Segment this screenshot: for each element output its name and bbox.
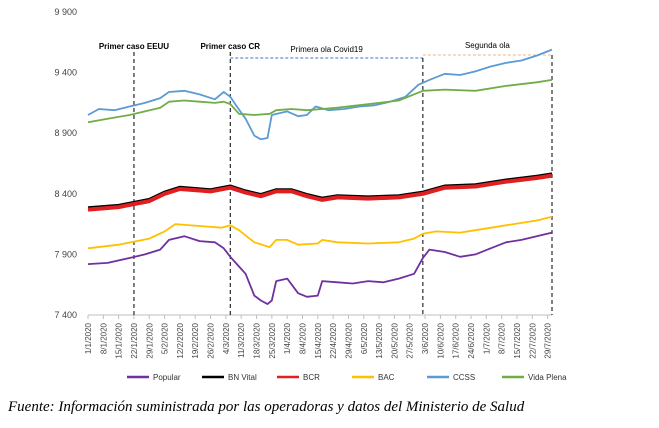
x-tick-label: 1/1/2020 [84,322,93,354]
x-tick-label: 25/3/2020 [268,322,277,358]
first-case-cr-label: Primer caso CR [200,42,260,51]
chart-legend: Popular BN Vital BCR BAC CCSS Vida Plena [127,373,567,382]
x-tick-label: 12/2/2020 [176,322,185,358]
y-tick-label: 8 900 [54,128,77,138]
series-line-popular [87,231,553,305]
series-line-vida-plena [87,79,553,124]
x-tick-label: 24/6/2020 [467,322,476,358]
legend-label: CCSS [453,373,475,382]
x-tick-label: 15/4/2020 [314,322,323,358]
x-tick-label: 17/6/2020 [452,322,461,358]
chart-series [87,48,553,305]
x-tick-label: 26/2/2020 [207,322,216,358]
series-line-bcr [87,173,553,212]
legend-label: Popular [153,373,181,382]
y-axis-ticks: 7 400 7 900 8 400 8 900 9 400 9 900 [54,7,77,320]
source-note: Fuente: Información suministrada por las… [8,399,525,415]
y-tick-label: 9 400 [54,68,77,78]
x-tick-label: 13/5/2020 [375,322,384,358]
x-tick-label: 22/7/2020 [528,322,537,358]
x-tick-label: 22/4/2020 [329,322,338,358]
x-tick-label: 4/3/2020 [222,322,231,354]
first-wave-label: Primera ola Covid19 [290,45,363,54]
x-tick-label: 11/3/2020 [237,322,246,358]
series-line-ccss [87,48,553,141]
x-tick-label: 5/2/2020 [161,322,170,354]
legend-label: Vida Plena [528,373,567,382]
y-tick-label: 7 900 [54,249,77,259]
x-tick-label: 10/6/2020 [436,322,445,358]
y-tick-label: 9 900 [54,7,77,17]
second-wave-label: Segunda ola [465,41,510,50]
x-axis: 1/1/2020 8/1/2020 15/1/2020 22/1/2020 29/1/2… [84,314,553,359]
x-tick-label: 3/6/2020 [421,322,430,354]
x-tick-label: 20/5/2020 [390,322,399,358]
series-line-bac [87,215,553,250]
x-tick-label: 1/4/2020 [283,322,292,354]
legend-label: BN Vital [228,373,257,382]
x-tick-label: 15/1/2020 [115,322,124,358]
x-tick-label: 22/1/2020 [130,322,139,358]
x-tick-label: 29/1/2020 [145,322,154,358]
x-tick-label: 29/4/2020 [344,322,353,358]
series-line-bn-vital [87,172,553,208]
x-tick-label: 8/7/2020 [498,322,507,354]
legend-label: BCR [303,373,320,382]
chart-annotations: Primer caso EEUU Primer caso CR Primera ol… [99,41,553,315]
x-tick-label: 6/5/2020 [360,322,369,354]
y-tick-label: 7 400 [54,310,77,320]
x-tick-label: 8/1/2020 [99,322,108,354]
first-case-usa-label: Primer caso EEUU [99,42,169,51]
y-tick-label: 8 400 [54,189,77,199]
x-tick-label: 29/7/2020 [544,322,553,358]
x-tick-label: 15/7/2020 [513,322,522,358]
x-tick-label: 19/2/2020 [191,322,200,358]
x-tick-label: 27/5/2020 [406,322,415,358]
x-tick-label: 1/7/2020 [482,322,491,354]
x-tick-label: 18/3/2020 [253,322,262,358]
legend-label: BAC [378,373,395,382]
x-tick-label: 8/4/2020 [298,322,307,354]
line-chart: 7 400 7 900 8 400 8 900 9 400 9 900 1/1/2020 8… [54,7,567,382]
